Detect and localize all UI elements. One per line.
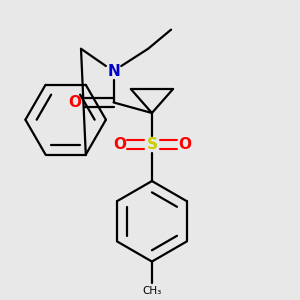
Text: N: N (107, 64, 120, 79)
Text: S: S (146, 137, 158, 152)
Text: O: O (68, 95, 81, 110)
Text: O: O (113, 137, 126, 152)
Text: CH₃: CH₃ (142, 286, 161, 296)
Text: O: O (178, 137, 191, 152)
